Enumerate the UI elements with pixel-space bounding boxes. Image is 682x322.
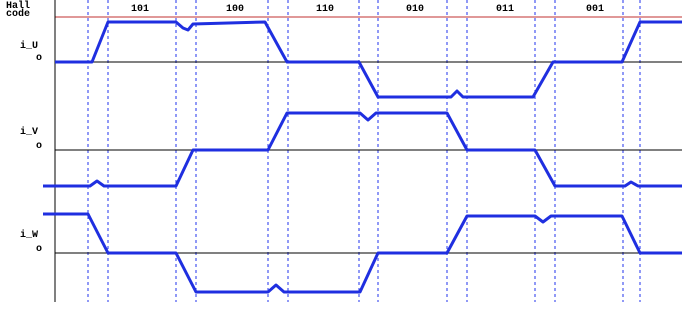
hall-code: 011 bbox=[496, 4, 514, 15]
wave-v bbox=[43, 111, 682, 188]
origin-label: o bbox=[36, 244, 42, 255]
origin-label: o bbox=[36, 141, 42, 152]
phase-label: i_V bbox=[20, 126, 38, 138]
hall-code: 001 bbox=[586, 4, 604, 15]
sector-lines bbox=[87, 0, 641, 302]
wave-u bbox=[55, 20, 682, 99]
phase-label: i_W bbox=[20, 229, 38, 241]
phase-label: i_U bbox=[20, 40, 38, 52]
hall-code: 110 bbox=[316, 4, 334, 15]
hall-code: 101 bbox=[131, 4, 149, 15]
wave-w bbox=[43, 212, 682, 294]
origin-label: o bbox=[36, 53, 42, 64]
hall-code: 100 bbox=[226, 4, 244, 15]
hall-label: Hall bbox=[6, 0, 30, 12]
hall-code: 010 bbox=[406, 4, 424, 15]
hall-label: code bbox=[6, 8, 30, 20]
